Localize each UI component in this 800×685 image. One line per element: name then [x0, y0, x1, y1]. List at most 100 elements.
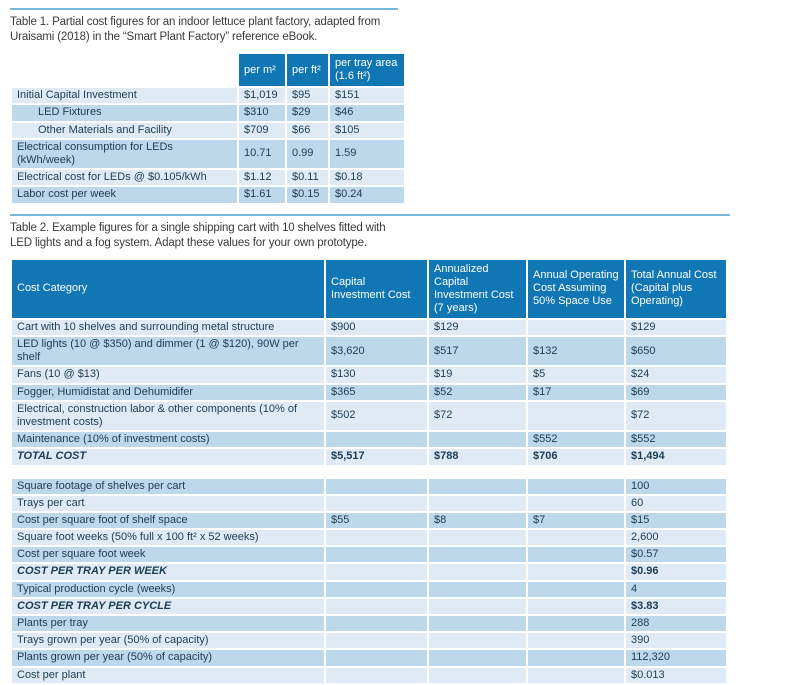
table-row: Labor cost per week $1.61 $0.15 $0.24	[12, 187, 404, 203]
cell-value: $0.96	[626, 564, 726, 580]
row-label: Electrical cost for LEDs @ $0.105/kWh	[12, 170, 237, 186]
cell-value: $105	[330, 122, 404, 138]
cell-value: 112,320	[626, 650, 726, 666]
cell-value: 1.59	[330, 139, 404, 169]
cell-value: $310	[239, 105, 285, 121]
cell-value	[429, 667, 526, 683]
table-row: Electrical cost for LEDs @ $0.105/kWh $1.…	[12, 170, 404, 186]
table-row: Cost per square foot of shelf space $55 $8…	[12, 512, 726, 529]
table-row: Fogger, Humidistat and Dehumidifer $365 $5…	[12, 384, 726, 400]
cell-value	[528, 530, 624, 546]
cell-value: $0.013	[626, 667, 726, 683]
cell-value: $17	[528, 384, 624, 400]
table1-caption: Table 1. Partial cost figures for an ind…	[10, 15, 800, 45]
cell-value	[429, 650, 526, 666]
cell-value	[429, 598, 526, 614]
cell-value: $24	[626, 367, 726, 383]
row-label: Electrical consumption for LEDs (kWh/wee…	[12, 139, 237, 169]
cell-value: $1.12	[239, 170, 285, 186]
table-row: Cost per plant $0.013	[12, 667, 726, 683]
row-label: Trays per cart	[12, 495, 324, 511]
cell-value: $0.15	[287, 187, 328, 203]
table-row: Square foot weeks (50% full x 100 ft² x …	[12, 530, 726, 546]
table1: per m² per ft² per tray area (1.6 ft²) I…	[10, 52, 406, 204]
table-row: Square footage of shelves per cart 100	[12, 478, 726, 494]
row-label: Maintenance (10% of investment costs)	[12, 432, 324, 448]
row-label: Square footage of shelves per cart	[12, 478, 324, 494]
cell-value	[429, 633, 526, 649]
cell-value	[429, 432, 526, 448]
table-row: COST PER TRAY PER CYCLE $3.83	[12, 598, 726, 614]
cell-value: 60	[626, 495, 726, 511]
cell-value: $19	[429, 367, 526, 383]
cell-value	[528, 495, 624, 511]
cell-value: $46	[330, 105, 404, 121]
cell-value: $72	[626, 401, 726, 431]
row-label: Square foot weeks (50% full x 100 ft² x …	[12, 530, 324, 546]
table-row: Cost per square foot week $0.57	[12, 547, 726, 563]
cell-value: $502	[326, 401, 427, 431]
table-row: TOTAL COST $5,517 $788 $706 $1,494	[12, 449, 726, 465]
cell-value	[429, 478, 526, 494]
table2-sub: Square footage of shelves per cart 100 Tra…	[10, 477, 728, 685]
column-header: Annual Operating Cost Assuming 50% Space…	[528, 259, 624, 318]
table-row: Electrical consumption for LEDs (kWh/wee…	[12, 139, 404, 169]
row-label: Plants per tray	[12, 616, 324, 632]
table1-corner-blank	[12, 54, 237, 86]
column-header: per m²	[239, 54, 285, 87]
row-label: Trays grown per year (50% of capacity)	[12, 633, 324, 649]
column-header: Capital Investment Cost	[326, 259, 427, 318]
row-label: Labor cost per week	[12, 187, 237, 203]
cell-value: $1,494	[626, 449, 726, 465]
cell-value: $788	[429, 449, 526, 465]
row-label: Typical production cycle (weeks)	[12, 581, 324, 597]
cell-value	[326, 564, 427, 580]
column-header: Cost Category	[12, 259, 324, 318]
cell-value: $1.61	[239, 187, 285, 203]
table-row: Electrical, construction labor & other c…	[12, 401, 726, 431]
table-row: LED lights (10 @ $350) and dimmer (1 @ $…	[12, 337, 726, 366]
cell-value: 390	[626, 633, 726, 649]
table1-caption-line1: Table 1. Partial cost figures for an ind…	[10, 16, 381, 28]
table2-caption-line1: Table 2. Example figures for a single sh…	[10, 221, 386, 234]
table-row: Initial Capital Investment $1,019 $95 $151	[12, 88, 404, 104]
cell-value	[429, 616, 526, 632]
table-row: Fans (10 @ $13) $130 $19 $5 $24	[12, 367, 726, 383]
cell-value: $72	[429, 401, 526, 431]
cell-value	[528, 667, 624, 683]
cell-value	[528, 319, 624, 335]
section-divider-rule	[10, 213, 730, 216]
table-row: Plants grown per year (50% of capacity) 1…	[12, 650, 726, 666]
top-rule	[10, 8, 398, 10]
cell-value	[528, 564, 624, 580]
row-label: Other Materials and Facility	[12, 122, 237, 138]
cell-value: $709	[239, 122, 285, 138]
cell-value: $151	[330, 88, 404, 104]
cell-value: $5,517	[326, 449, 427, 465]
table-row: Trays per cart 60	[12, 495, 726, 511]
cell-value: $706	[528, 449, 624, 465]
cell-value	[528, 547, 624, 563]
cell-value	[326, 530, 427, 546]
cell-value: $52	[429, 384, 526, 400]
row-label: Cart with 10 shelves and surrounding met…	[12, 319, 324, 335]
cell-value: $0.18	[330, 170, 404, 186]
cell-value: $3.83	[626, 598, 726, 614]
table-row: Typical production cycle (weeks) 4	[12, 581, 726, 597]
cell-value	[326, 495, 427, 511]
cell-value: $365	[326, 384, 427, 400]
cell-value	[528, 650, 624, 666]
cell-value	[326, 581, 427, 597]
table-row: Plants per tray 288	[12, 616, 726, 632]
row-label: Electrical, construction labor & other c…	[12, 401, 324, 431]
table-row: LED Fixtures $310 $29 $46	[12, 105, 404, 121]
table-row: Cart with 10 shelves and surrounding met…	[12, 319, 726, 335]
cell-value: $8	[429, 512, 526, 529]
cell-value	[528, 401, 624, 431]
table-row: Maintenance (10% of investment costs) $55…	[12, 432, 726, 448]
cell-value: 10.71	[239, 139, 285, 169]
cell-value: 4	[626, 581, 726, 597]
cell-value: $517	[429, 337, 526, 366]
column-header: per ft²	[287, 54, 328, 87]
row-label: COST PER TRAY PER WEEK	[12, 564, 324, 580]
